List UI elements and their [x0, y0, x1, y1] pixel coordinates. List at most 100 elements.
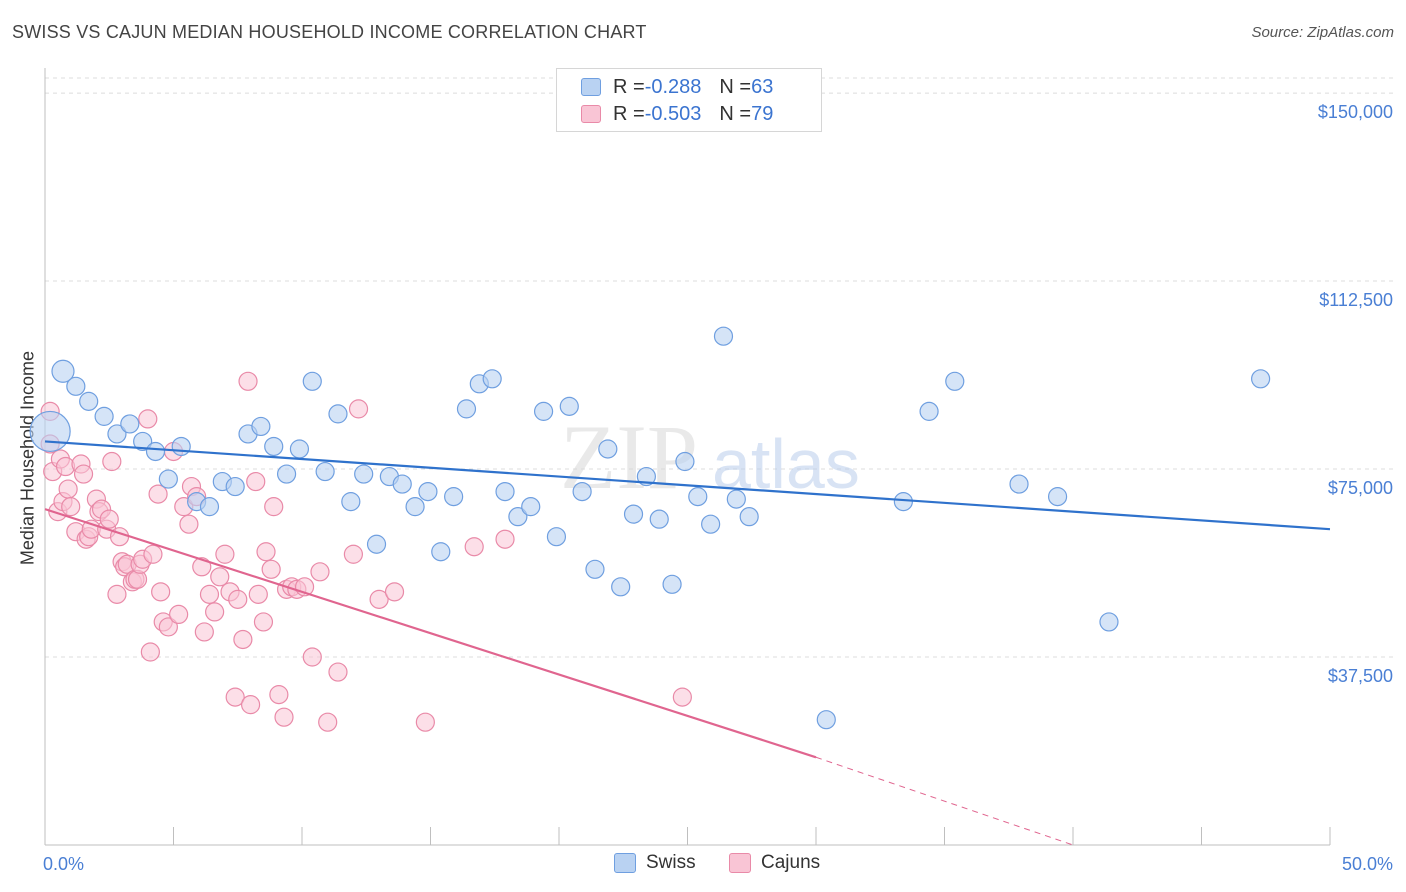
swiss-point	[199, 497, 220, 517]
swiss-point	[366, 534, 387, 554]
cajun-point	[264, 497, 284, 517]
cajun-point	[61, 497, 81, 517]
cajun-point	[228, 589, 248, 609]
cajun-point	[302, 647, 322, 667]
cajuns-points	[40, 371, 692, 732]
grid-lines	[45, 77, 1395, 658]
swiss-point	[302, 371, 322, 391]
cajun-point	[415, 712, 435, 732]
swiss-point	[276, 464, 297, 484]
legend-item-cajuns[interactable]: Cajuns	[729, 852, 820, 874]
n-value: 79	[751, 102, 774, 125]
tick-labels: $37,500 $75,000 $112,500 $150,000 0.0% 50.0%	[43, 102, 1393, 874]
swiss-point	[893, 492, 913, 512]
cajun-point	[148, 484, 168, 504]
cajun-point	[192, 557, 212, 577]
swiss-point	[585, 559, 605, 579]
cajun-point	[169, 604, 189, 625]
cajun-point	[58, 479, 78, 499]
cajun-point	[194, 622, 214, 642]
swiss-point	[521, 497, 541, 517]
swiss-point	[816, 710, 836, 730]
swiss-point	[107, 424, 127, 444]
r-label: R =	[613, 102, 645, 125]
cajun-point	[151, 582, 171, 602]
swiss-point	[79, 391, 99, 411]
swiss-point	[251, 416, 271, 437]
cajun-point	[348, 399, 369, 419]
cajun-swatch	[581, 105, 601, 123]
cajun-point	[210, 567, 230, 587]
swiss-point	[623, 504, 644, 524]
cajun-point	[310, 562, 330, 582]
swiss-point	[405, 497, 425, 517]
cajun-point	[238, 371, 258, 391]
n-label: N =	[719, 75, 752, 98]
legend-row-cajuns: R = -0.503 N = 79	[581, 102, 773, 126]
chart-title: SWISS VS CAJUN MEDIAN HOUSEHOLD INCOME C…	[12, 22, 647, 42]
swiss-point	[264, 436, 284, 457]
swiss-point	[598, 439, 618, 459]
cajun-point	[107, 584, 127, 604]
cajun-legend-label: Cajuns	[761, 852, 821, 873]
cajun-point	[205, 602, 225, 622]
swiss-point	[51, 359, 75, 383]
n-label: N =	[719, 102, 752, 125]
swiss-point	[431, 542, 451, 562]
swiss-legend-swatch	[614, 853, 636, 873]
swiss-point	[145, 441, 166, 462]
swiss-point	[649, 509, 669, 529]
x-tick-label: 0.0%	[43, 854, 84, 874]
cajun-point	[138, 409, 158, 429]
swiss-point	[726, 489, 746, 509]
y-tick-label: $75,000	[1328, 478, 1393, 498]
swiss-point	[572, 481, 592, 502]
swiss-point	[1009, 474, 1029, 494]
swiss-point	[120, 414, 140, 434]
cajun-point	[318, 712, 338, 732]
swiss-point	[225, 476, 245, 497]
swiss-point	[636, 466, 656, 487]
swiss-trend-line	[44, 440, 1331, 531]
cajun-point	[343, 544, 363, 564]
trend-lines	[44, 440, 1331, 846]
swiss-points	[29, 326, 1271, 730]
swiss-point	[546, 527, 567, 547]
legend-item-swiss[interactable]: Swiss	[614, 852, 696, 874]
cajun-point	[143, 544, 163, 564]
r-label: R =	[613, 75, 645, 98]
swiss-point	[341, 492, 361, 512]
cajun-point	[102, 451, 122, 472]
swiss-point	[611, 577, 631, 597]
cajun-point	[269, 685, 289, 705]
swiss-point	[688, 487, 708, 507]
swiss-point	[171, 436, 191, 457]
cajun-trend-line	[44, 508, 817, 759]
swiss-point	[328, 404, 348, 424]
cajun-point	[261, 559, 281, 579]
cajun-point	[274, 707, 294, 727]
swiss-point	[495, 481, 515, 502]
y-tick-label: $112,500	[1319, 290, 1393, 310]
cajun-point	[199, 584, 220, 604]
r-value: -0.503	[644, 102, 702, 125]
swiss-point	[675, 451, 695, 472]
cajun-point	[233, 629, 253, 650]
swiss-point	[29, 410, 71, 453]
swiss-point	[94, 406, 114, 426]
r-value: -0.288	[644, 75, 702, 98]
swiss-point	[559, 396, 579, 416]
cajun-point	[256, 542, 276, 562]
swiss-point	[508, 507, 528, 527]
cajun-point	[384, 582, 405, 602]
cajun-point	[248, 584, 268, 604]
swiss-swatch	[581, 78, 601, 96]
swiss-point	[713, 326, 734, 346]
cajun-point	[241, 695, 261, 715]
cajun-point	[158, 617, 178, 637]
correlation-legend: R = -0.288 N = 63 R = -0.503 N = 79	[556, 68, 822, 132]
watermark: ZIP atlas	[560, 406, 860, 508]
swiss-point	[392, 474, 412, 494]
swiss-point	[919, 401, 939, 421]
